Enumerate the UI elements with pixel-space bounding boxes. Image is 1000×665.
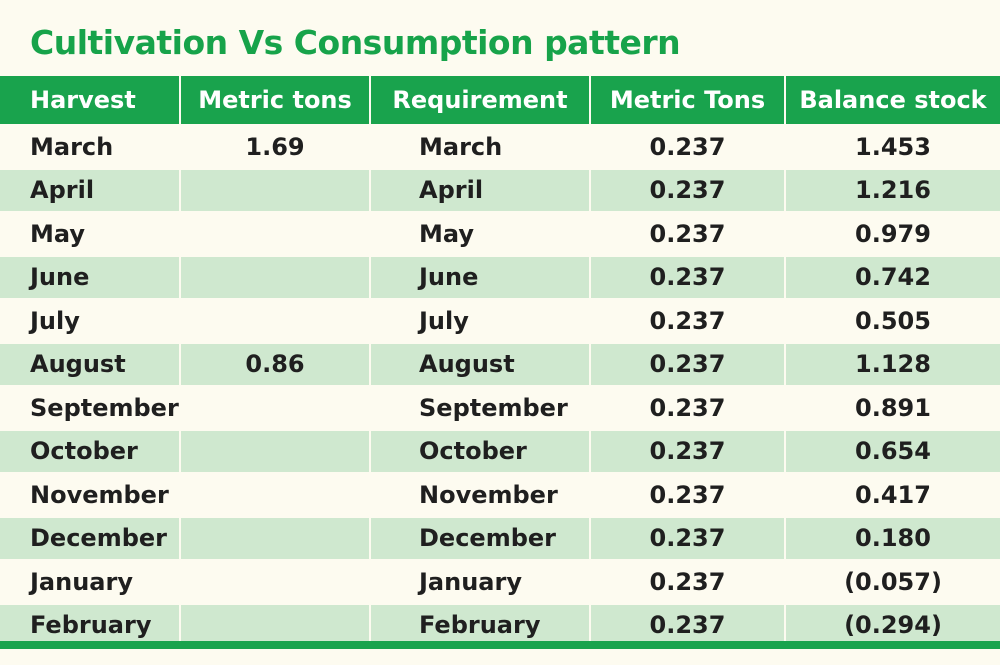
table-row: September September 0.237 0.891 <box>0 385 1000 430</box>
cell-requirement-metric-tons: 0.237 <box>589 385 785 430</box>
cell-balance-stock: 0.742 <box>784 254 1000 299</box>
table-row: November November 0.237 0.417 <box>0 472 1000 517</box>
cell-harvest-metric-tons <box>179 254 370 299</box>
table-row: October October 0.237 0.654 <box>0 428 1000 473</box>
cell-requirement-month: July <box>369 298 590 343</box>
cell-harvest-month: November <box>0 472 180 517</box>
cell-harvest-metric-tons: 1.69 <box>179 124 370 169</box>
cell-harvest-metric-tons <box>179 559 370 604</box>
cell-requirement-month: March <box>369 124 590 169</box>
cell-harvest-month: April <box>0 167 180 212</box>
cell-harvest-metric-tons: 0.86 <box>179 341 370 386</box>
header-requirement: Requirement <box>369 76 590 125</box>
cell-requirement-metric-tons: 0.237 <box>589 472 785 517</box>
header-requirement-metric-tons: Metric Tons <box>589 76 785 125</box>
cell-harvest-month: July <box>0 298 180 343</box>
cell-harvest-metric-tons <box>179 298 370 343</box>
cell-requirement-month: October <box>369 428 590 473</box>
table-body: March 1.69 March 0.237 1.453 April April 0.237 1… <box>0 124 1000 646</box>
cell-harvest-metric-tons <box>179 167 370 212</box>
cell-requirement-metric-tons: 0.237 <box>589 298 785 343</box>
table-row: February February 0.237 (0.294) <box>0 602 1000 646</box>
cell-requirement-month: August <box>369 341 590 386</box>
cell-harvest-month: December <box>0 515 180 560</box>
cell-requirement-month: June <box>369 254 590 299</box>
table-row: June June 0.237 0.742 <box>0 254 1000 299</box>
cell-balance-stock: 0.505 <box>784 298 1000 343</box>
cell-harvest-month: September <box>0 385 180 430</box>
cell-harvest-month: March <box>0 124 180 169</box>
cell-balance-stock: (0.057) <box>784 559 1000 604</box>
cell-requirement-metric-tons: 0.237 <box>589 559 785 604</box>
table-row: March 1.69 March 0.237 1.453 <box>0 124 1000 169</box>
cell-harvest-month: January <box>0 559 180 604</box>
cell-harvest-metric-tons <box>179 472 370 517</box>
cell-balance-stock: (0.294) <box>784 602 1000 646</box>
cell-balance-stock: 0.979 <box>784 211 1000 256</box>
cell-balance-stock: 1.453 <box>784 124 1000 169</box>
table-row: August 0.86 August 0.237 1.128 <box>0 341 1000 386</box>
cell-requirement-month: September <box>369 385 590 430</box>
cell-requirement-metric-tons: 0.237 <box>589 167 785 212</box>
cell-harvest-metric-tons <box>179 428 370 473</box>
cell-requirement-metric-tons: 0.237 <box>589 124 785 169</box>
cell-balance-stock: 1.128 <box>784 341 1000 386</box>
header-harvest: Harvest <box>0 76 180 125</box>
cell-requirement-metric-tons: 0.237 <box>589 515 785 560</box>
cell-requirement-metric-tons: 0.237 <box>589 602 785 646</box>
cell-balance-stock: 0.654 <box>784 428 1000 473</box>
header-balance-stock: Balance stock <box>784 76 1000 125</box>
table-row: April April 0.237 1.216 <box>0 167 1000 212</box>
cell-harvest-month: June <box>0 254 180 299</box>
table-row: January January 0.237 (0.057) <box>0 559 1000 604</box>
cell-harvest-month: May <box>0 211 180 256</box>
cell-requirement-metric-tons: 0.237 <box>589 341 785 386</box>
page-title: Cultivation Vs Consumption pattern <box>30 23 681 62</box>
cultivation-consumption-table: Harvest Metric tons Requirement Metric T… <box>0 76 1000 646</box>
cell-requirement-month: May <box>369 211 590 256</box>
cell-harvest-metric-tons <box>179 385 370 430</box>
cell-harvest-month: February <box>0 602 180 646</box>
cell-requirement-month: January <box>369 559 590 604</box>
cell-requirement-metric-tons: 0.237 <box>589 428 785 473</box>
table-row: December December 0.237 0.180 <box>0 515 1000 560</box>
table-header-row: Harvest Metric tons Requirement Metric T… <box>0 76 1000 125</box>
header-metric-tons: Metric tons <box>179 76 370 125</box>
cell-requirement-metric-tons: 0.237 <box>589 254 785 299</box>
cell-harvest-metric-tons <box>179 515 370 560</box>
cell-balance-stock: 1.216 <box>784 167 1000 212</box>
cell-requirement-metric-tons: 0.237 <box>589 211 785 256</box>
table-row: July July 0.237 0.505 <box>0 298 1000 343</box>
cell-balance-stock: 0.180 <box>784 515 1000 560</box>
cell-requirement-month: November <box>369 472 590 517</box>
cell-requirement-month: April <box>369 167 590 212</box>
cell-harvest-month: October <box>0 428 180 473</box>
cell-harvest-metric-tons <box>179 602 370 646</box>
bottom-divider <box>0 641 1000 649</box>
table-row: May May 0.237 0.979 <box>0 211 1000 256</box>
cell-harvest-metric-tons <box>179 211 370 256</box>
cell-balance-stock: 0.417 <box>784 472 1000 517</box>
cell-requirement-month: February <box>369 602 590 646</box>
cell-balance-stock: 0.891 <box>784 385 1000 430</box>
cell-harvest-month: August <box>0 341 180 386</box>
cell-requirement-month: December <box>369 515 590 560</box>
